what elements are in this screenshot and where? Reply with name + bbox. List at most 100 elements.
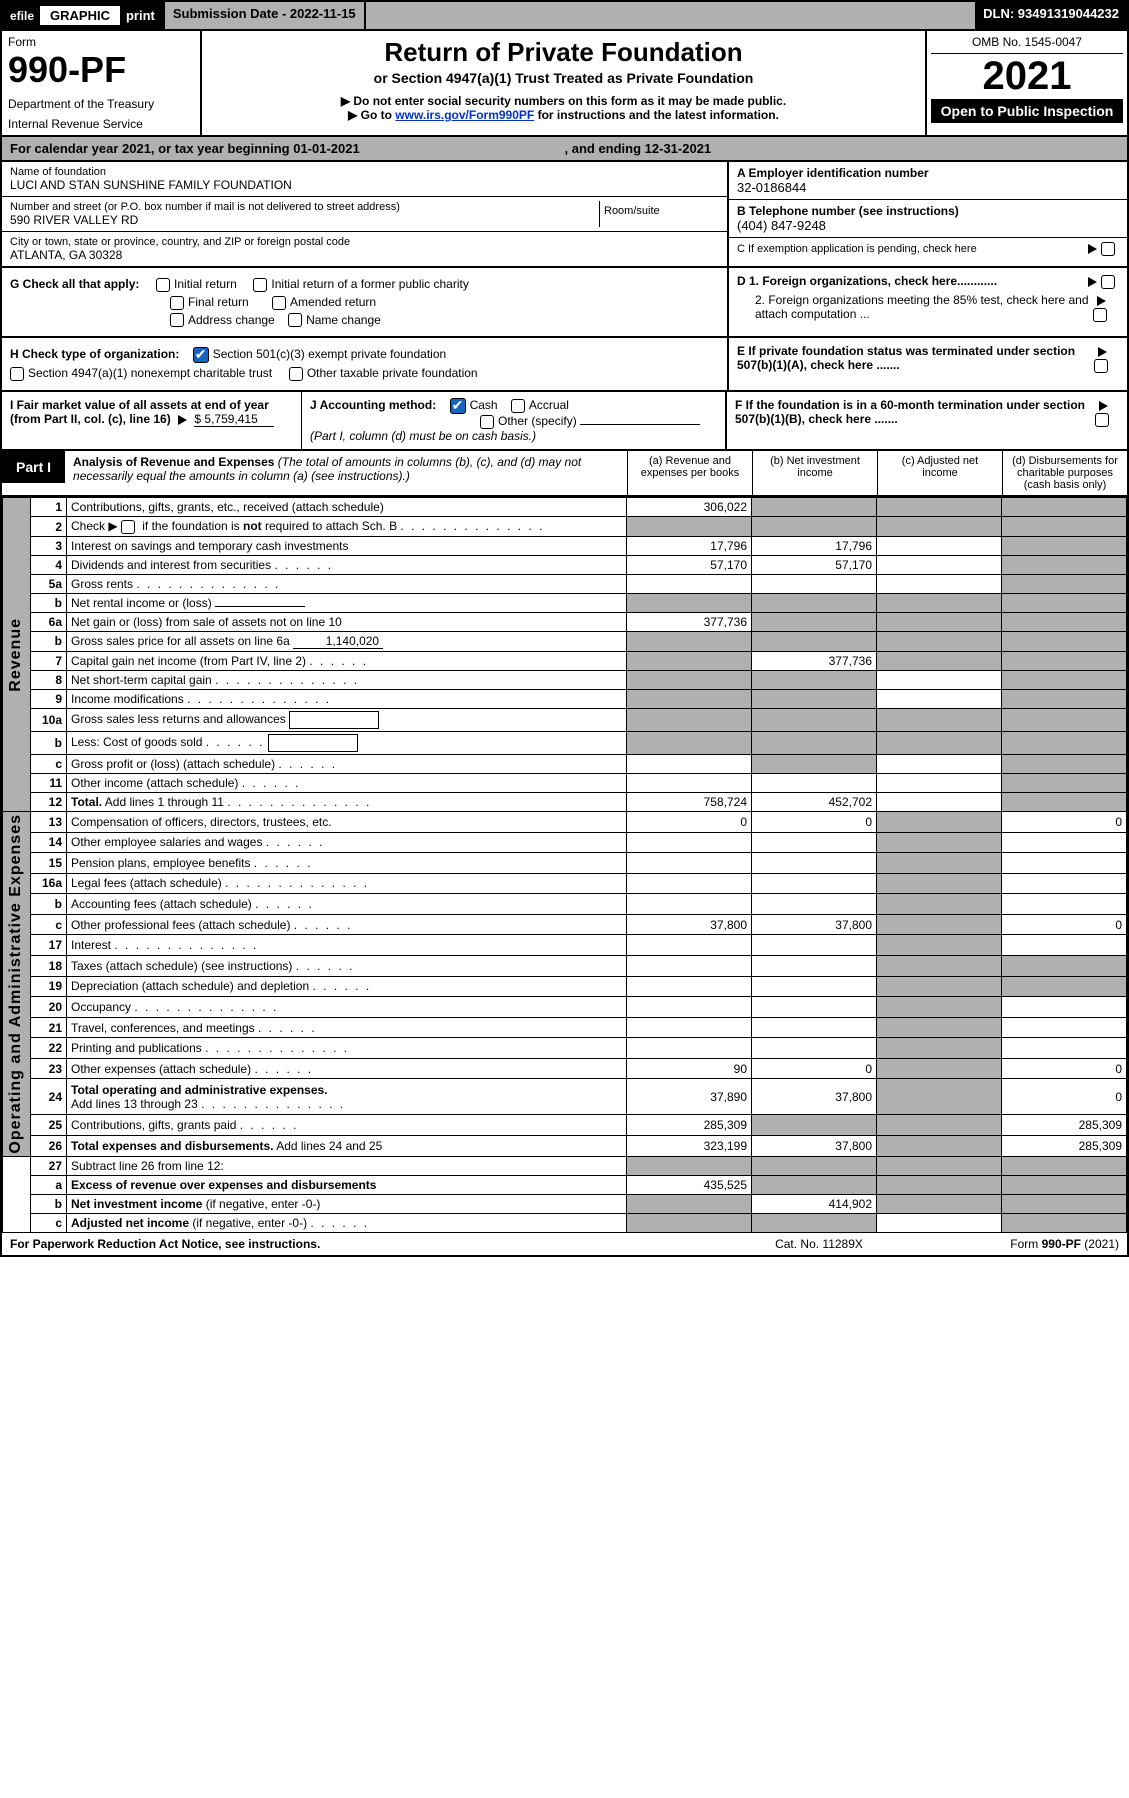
l25-b bbox=[752, 1115, 877, 1136]
l27-no: 27 bbox=[31, 1156, 67, 1175]
line-10b: b Less: Cost of goods sold bbox=[3, 731, 1127, 754]
formref-post: (2021) bbox=[1081, 1237, 1119, 1251]
l10c-b bbox=[752, 754, 877, 773]
l20-d bbox=[1002, 997, 1127, 1018]
e-checkbox[interactable] bbox=[1094, 359, 1108, 373]
l18-text: Taxes (attach schedule) (see instruction… bbox=[71, 959, 292, 973]
l27c-d bbox=[1002, 1213, 1127, 1232]
ein-label: A Employer identification number bbox=[737, 166, 1119, 180]
line-25: 25 Contributions, gifts, grants paid 285… bbox=[3, 1115, 1127, 1136]
l13-a: 0 bbox=[627, 811, 752, 832]
l2-checkbox[interactable] bbox=[121, 520, 135, 534]
form-footer: For Paperwork Reduction Act Notice, see … bbox=[2, 1233, 1127, 1255]
l15-d bbox=[1002, 853, 1127, 874]
l16a-a bbox=[627, 873, 752, 894]
initial-return-label: Initial return bbox=[174, 277, 237, 291]
amended-return-checkbox[interactable] bbox=[272, 296, 286, 310]
l9-d bbox=[1002, 689, 1127, 708]
l27a-a: 435,525 bbox=[627, 1175, 752, 1194]
j-label: J Accounting method: bbox=[310, 398, 436, 412]
goto-link[interactable]: www.irs.gov/Form990PF bbox=[395, 108, 534, 122]
l11-a bbox=[627, 773, 752, 792]
l16c-b: 37,800 bbox=[752, 914, 877, 935]
phone-label: B Telephone number (see instructions) bbox=[737, 204, 1119, 218]
form-header: Form 990-PF Department of the Treasury I… bbox=[2, 31, 1127, 137]
l12-d bbox=[1002, 792, 1127, 811]
l16c-text: Other professional fees (attach schedule… bbox=[71, 918, 290, 932]
header-right: OMB No. 1545-0047 2021 Open to Public In… bbox=[927, 31, 1127, 135]
d1-checkbox[interactable] bbox=[1101, 275, 1115, 289]
dots-icon bbox=[296, 959, 355, 973]
dept-irs: Internal Revenue Service bbox=[8, 117, 194, 131]
a1-checkbox[interactable] bbox=[10, 367, 24, 381]
l6b-b bbox=[752, 631, 877, 651]
l18-b bbox=[752, 956, 877, 977]
l5b-c bbox=[877, 593, 1002, 612]
accrual-checkbox[interactable] bbox=[511, 399, 525, 413]
cash-checkbox[interactable] bbox=[450, 398, 466, 414]
l16c-c bbox=[877, 914, 1002, 935]
l15-desc: Pension plans, employee benefits bbox=[67, 853, 627, 874]
l8-d bbox=[1002, 670, 1127, 689]
l27b-d bbox=[1002, 1194, 1127, 1213]
line-26: 26 Total expenses and disbursements. Add… bbox=[3, 1135, 1127, 1156]
dln-label: DLN: 93491319044232 bbox=[975, 2, 1127, 29]
c3-checkbox[interactable] bbox=[193, 347, 209, 363]
addr-change-checkbox[interactable] bbox=[170, 313, 184, 327]
form-label: Form bbox=[8, 35, 194, 49]
line-3: 3 Interest on savings and temporary cash… bbox=[3, 536, 1127, 555]
l8-text: Net short-term capital gain bbox=[71, 673, 212, 687]
f-arrow bbox=[1095, 398, 1119, 427]
j-row2: Other (specify) bbox=[310, 414, 717, 429]
line-10c: c Gross profit or (loss) (attach schedul… bbox=[3, 754, 1127, 773]
city-val: ATLANTA, GA 30328 bbox=[10, 248, 719, 262]
part1-header: Part I Analysis of Revenue and Expenses … bbox=[2, 451, 1127, 497]
l27c-no: c bbox=[31, 1213, 67, 1232]
d-block: D 1. Foreign organizations, check here..… bbox=[727, 268, 1127, 336]
line-27a: a Excess of revenue over expenses and di… bbox=[3, 1175, 1127, 1194]
h-label: H Check type of organization: bbox=[10, 348, 179, 362]
l23-no: 23 bbox=[31, 1058, 67, 1079]
line-11: 11 Other income (attach schedule) bbox=[3, 773, 1127, 792]
c-checkbox[interactable] bbox=[1101, 242, 1115, 256]
initial-former-checkbox[interactable] bbox=[253, 278, 267, 292]
line-22: 22 Printing and publications bbox=[3, 1038, 1127, 1059]
name-change-checkbox[interactable] bbox=[288, 313, 302, 327]
line-10a: 10a Gross sales less returns and allowan… bbox=[3, 708, 1127, 731]
d2-checkbox[interactable] bbox=[1093, 308, 1107, 322]
l1-desc: Contributions, gifts, grants, etc., rece… bbox=[67, 498, 627, 517]
l4-b: 57,170 bbox=[752, 555, 877, 574]
l9-no: 9 bbox=[31, 689, 67, 708]
line-16a: 16a Legal fees (attach schedule) bbox=[3, 873, 1127, 894]
l6b-no: b bbox=[31, 631, 67, 651]
room-suite-label: Room/suite bbox=[599, 201, 719, 227]
revenue-label: Revenue bbox=[7, 618, 25, 692]
dots-icon bbox=[266, 835, 325, 849]
final-return-checkbox[interactable] bbox=[170, 296, 184, 310]
l10b-d bbox=[1002, 731, 1127, 754]
other-tax-checkbox[interactable] bbox=[289, 367, 303, 381]
f-checkbox[interactable] bbox=[1095, 413, 1109, 427]
l14-text: Other employee salaries and wages bbox=[71, 835, 262, 849]
goto-pre: ▶ Go to bbox=[348, 108, 395, 122]
l20-a bbox=[627, 997, 752, 1018]
l26-c bbox=[877, 1135, 1002, 1156]
l9-desc: Income modifications bbox=[67, 689, 627, 708]
omb-number: OMB No. 1545-0047 bbox=[931, 35, 1123, 54]
initial-return-checkbox[interactable] bbox=[156, 278, 170, 292]
g-row3: Address change Name change bbox=[10, 313, 719, 328]
l8-b bbox=[752, 670, 877, 689]
l20-no: 20 bbox=[31, 997, 67, 1018]
l10a-d bbox=[1002, 708, 1127, 731]
l5b-text: Net rental income or (loss) bbox=[71, 596, 212, 610]
l10b-a bbox=[627, 731, 752, 754]
e-label: E If private foundation status was termi… bbox=[737, 344, 1094, 373]
l11-desc: Other income (attach schedule) bbox=[67, 773, 627, 792]
l22-desc: Printing and publications bbox=[67, 1038, 627, 1059]
l25-text: Contributions, gifts, grants paid bbox=[71, 1118, 236, 1132]
l6a-a: 377,736 bbox=[627, 612, 752, 631]
l9-b bbox=[752, 689, 877, 708]
other-method-checkbox[interactable] bbox=[480, 415, 494, 429]
l10c-a bbox=[627, 754, 752, 773]
phone-val: (404) 847-9248 bbox=[737, 218, 1119, 233]
